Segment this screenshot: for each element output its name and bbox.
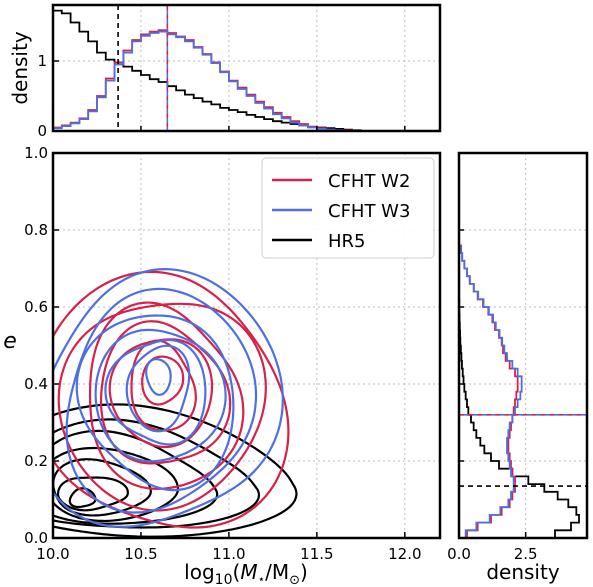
right-x-axis-label: density <box>486 560 559 584</box>
top-median-lines <box>117 5 169 131</box>
top-hist-cfht-w3 <box>52 30 361 132</box>
right-histograms <box>458 244 580 539</box>
main-axes-frame <box>51 151 442 540</box>
right-histogram-panel: 0.0 2.5 density <box>447 151 589 584</box>
top-y-tick-label: 1 <box>37 52 47 70</box>
contour-cfht-w2-level-6 <box>130 339 197 432</box>
contour-cfht-w3-level-4 <box>94 328 227 463</box>
legend: CFHT W2 CFHT W3 HR5 <box>261 157 435 259</box>
top-hist-cfht-w2 <box>52 29 361 132</box>
right-hist-hr5 <box>458 245 580 539</box>
top-y-tick-label: 0 <box>37 122 47 140</box>
main-x-tick-label: 11.0 <box>212 545 245 563</box>
contour-cfht-w2-level-3 <box>88 301 245 490</box>
right-hist-cfht-w2 <box>459 244 519 539</box>
main-x-tick-label: 10.0 <box>36 545 69 563</box>
legend-label-cfht-w3: CFHT W3 <box>328 201 410 222</box>
contour-hr5-level-1 <box>53 403 298 538</box>
right-x-ticks: 0.0 2.5 <box>447 152 538 563</box>
main-x-ticks: 10.0 10.5 11.0 11.5 12.0 <box>36 532 422 563</box>
top-axes-frame <box>51 3 442 133</box>
main-y-ticks: 0.0 0.2 0.4 0.6 0.8 1.0 <box>24 144 59 547</box>
contour-cfht-w2-level-4 <box>99 320 232 465</box>
contour-cfht-w3-level-7 <box>145 357 172 396</box>
main-y-tick-label: 1.0 <box>24 144 48 162</box>
contour-cfht-w3-level-1 <box>53 268 284 528</box>
main-contours <box>53 268 298 538</box>
top-hist-hr5 <box>52 9 362 132</box>
contour-hr5-level-6 <box>56 476 129 512</box>
main-y-tick-label: 0.2 <box>24 452 48 470</box>
main-y-tick-label: 0.6 <box>24 298 48 316</box>
main-x-tick-label: 12.0 <box>388 545 421 563</box>
right-axes-frame <box>457 151 589 540</box>
right-median-lines <box>459 413 587 487</box>
top-y-ticks: 01 <box>37 52 406 140</box>
right-x-tick-label: 0.0 <box>447 545 471 563</box>
contour-cfht-w3-level-2 <box>65 287 258 514</box>
top-y-axis-label: density <box>8 31 32 104</box>
contour-cfht-w3-level-6 <box>125 344 191 433</box>
main-x-axis-label: log10(M⋆/M⊙) <box>184 560 308 587</box>
right-x-tick-label: 2.5 <box>514 545 538 563</box>
main-x-tick-label: 10.5 <box>124 545 157 563</box>
top-histograms <box>52 9 362 132</box>
main-y-tick-label: 0.4 <box>24 375 48 393</box>
right-hist-cfht-w3 <box>459 244 523 539</box>
legend-box <box>261 157 435 259</box>
right-grid <box>459 153 587 538</box>
contour-hr5-level-4 <box>53 446 180 523</box>
contour-cfht-w2-level-1 <box>53 270 290 529</box>
contour-cfht-w2-level-7 <box>141 355 185 406</box>
contour-cfht-w3-level-5 <box>104 338 207 446</box>
main-contour-panel: 10.0 10.5 11.0 11.5 12.0 0.00.20.40.60.81.0 … <box>3 144 442 587</box>
top-histogram-panel: 01 density <box>8 3 442 140</box>
main-y-axis-label: e <box>3 329 17 354</box>
main-y-tick-label: 0.0 <box>24 529 48 547</box>
main-x-tick-label: 11.5 <box>300 545 333 563</box>
contour-cfht-w3-level-3 <box>75 314 235 492</box>
legend-label-cfht-w2: CFHT W2 <box>328 171 410 192</box>
main-y-tick-label: 0.8 <box>24 221 48 239</box>
legend-label-hr5: HR5 <box>328 231 366 252</box>
